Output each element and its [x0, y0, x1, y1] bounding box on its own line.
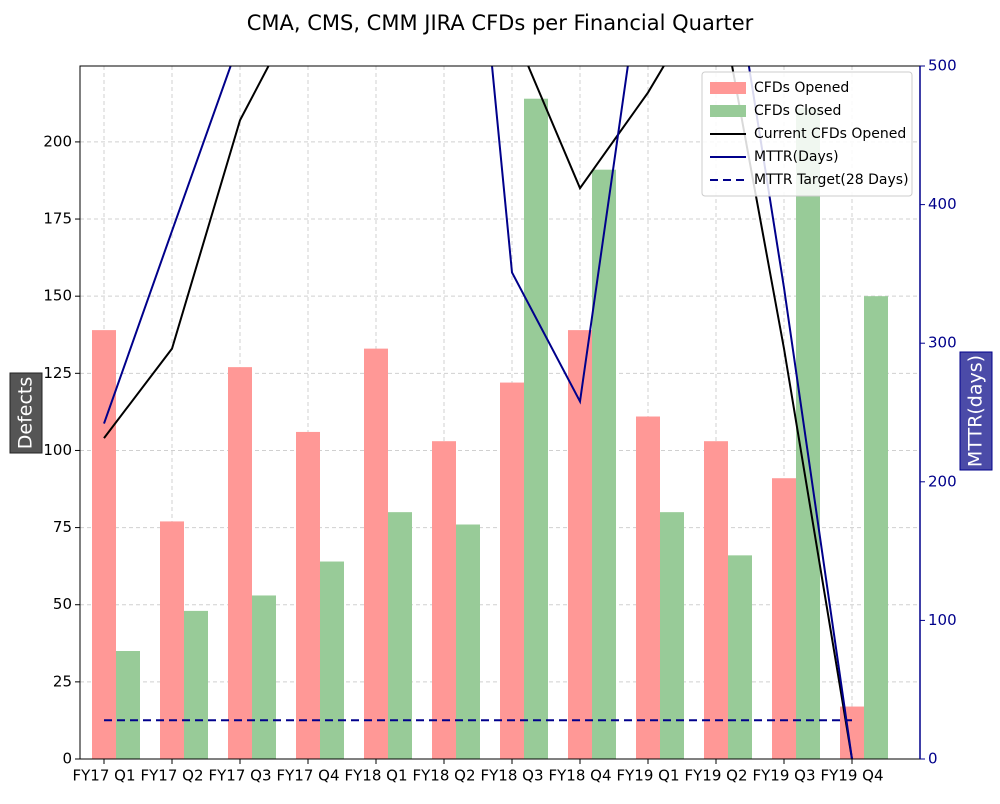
bar	[228, 367, 252, 759]
legend-swatch	[710, 105, 746, 117]
x-tick-label: FY17 Q2	[141, 767, 204, 785]
bar	[116, 651, 140, 759]
x-tick-label: FY18 Q3	[481, 767, 544, 785]
line	[103, 66, 853, 759]
y-tick-label: 75	[53, 518, 72, 536]
legend-label: Current CFDs Opened	[754, 126, 906, 142]
x-tick-label: FY17 Q3	[209, 767, 272, 785]
bar	[636, 416, 660, 759]
y2-label-box	[959, 351, 993, 471]
x-tick-label: FY19 Q4	[821, 767, 884, 785]
bar	[388, 512, 412, 759]
legend-label: CFDs Opened	[754, 80, 849, 96]
bar	[160, 521, 184, 759]
bar	[728, 555, 752, 759]
x-tick-label: FY18 Q2	[413, 767, 476, 785]
bar	[456, 524, 480, 759]
x-tick-label: FY19 Q2	[685, 767, 748, 785]
legend-label: CFDs Closed	[754, 103, 841, 119]
y2-tick-label: 0	[928, 750, 938, 768]
legend-label: MTTR Target(28 Days)	[754, 172, 909, 188]
bar	[320, 561, 344, 759]
bar	[364, 348, 388, 759]
x-tick-label: FY19 Q3	[753, 767, 816, 785]
y2-tick-label: 500	[928, 57, 957, 75]
x-tick-label: FY17 Q1	[73, 767, 136, 785]
line	[103, 66, 853, 759]
bar	[92, 330, 116, 759]
bar	[796, 107, 820, 759]
y-label-box	[9, 372, 43, 454]
x-tick-label: FY18 Q1	[345, 767, 408, 785]
bar	[660, 512, 684, 759]
y-tick-label: 125	[43, 364, 72, 382]
bar	[772, 478, 796, 759]
x-tick-label: FY17 Q4	[277, 767, 340, 785]
bar	[252, 595, 276, 759]
bar	[704, 441, 728, 759]
y-tick-label: 150	[43, 287, 72, 305]
y2-tick-label: 100	[928, 611, 957, 629]
bar	[184, 610, 208, 759]
y-tick-label: 175	[43, 210, 72, 228]
bar	[432, 441, 456, 759]
y-tick-label: 0	[62, 750, 72, 768]
legend-label: MTTR(Days)	[754, 149, 839, 165]
y2-tick-label: 400	[928, 195, 957, 213]
y2-tick-label: 300	[928, 334, 957, 352]
chart-title: CMA, CMS, CMM JIRA CFDs per Financial Qu…	[247, 11, 754, 35]
bar	[524, 98, 548, 759]
y-tick-label: 50	[53, 595, 72, 613]
bar	[500, 382, 524, 759]
y-tick-label: 200	[43, 132, 72, 150]
x-tick-label: FY18 Q4	[549, 767, 612, 785]
y-tick-label: 25	[53, 672, 72, 690]
bar	[296, 431, 320, 759]
y2-tick-label: 200	[928, 472, 957, 490]
plot-area	[92, 66, 888, 759]
legend-swatch	[710, 82, 746, 94]
y2-axis-label: MTTR(days)	[965, 355, 987, 467]
bar	[592, 169, 616, 759]
y-axis-label: Defects	[15, 377, 37, 450]
legend-box	[701, 71, 913, 197]
y-tick-label: 100	[43, 441, 72, 459]
bar	[864, 296, 888, 759]
x-tick-label: FY19 Q1	[617, 767, 680, 785]
